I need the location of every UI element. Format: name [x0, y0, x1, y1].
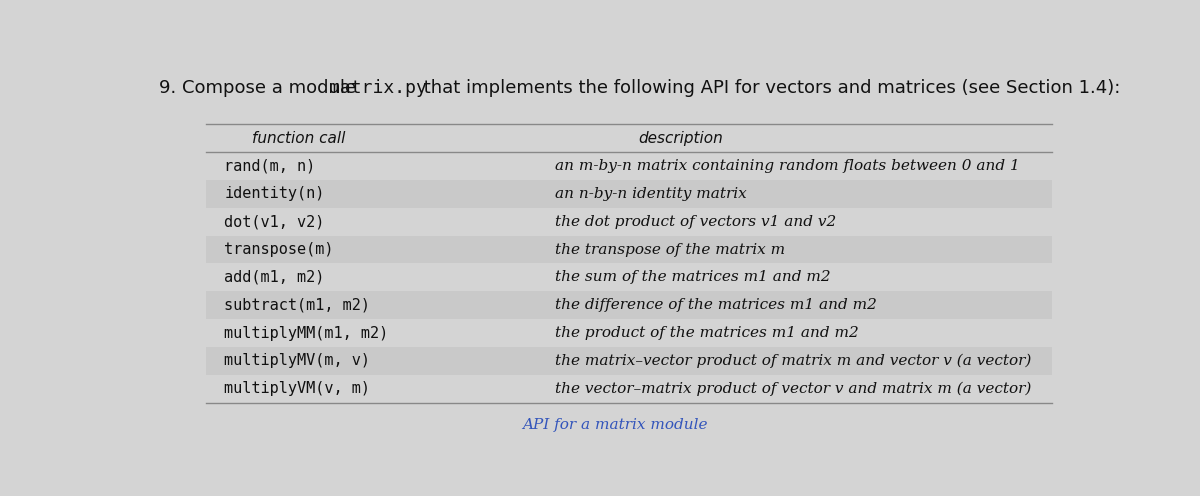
Text: an n-by-n identity matrix: an n-by-n identity matrix: [554, 187, 746, 201]
Text: transpose(m): transpose(m): [224, 242, 334, 257]
Text: subtract(m1, m2): subtract(m1, m2): [224, 298, 371, 312]
Text: the matrix–vector product of matrix m and vector v (a vector): the matrix–vector product of matrix m an…: [554, 354, 1031, 368]
Text: multiplyMV(m, v): multiplyMV(m, v): [224, 353, 371, 369]
Text: matrix.py: matrix.py: [329, 78, 426, 97]
Text: description: description: [638, 131, 722, 146]
Bar: [206, 375, 1052, 403]
Text: the difference of the matrices m1 and m2: the difference of the matrices m1 and m2: [554, 298, 876, 312]
Text: function call: function call: [252, 131, 346, 146]
Text: identity(n): identity(n): [224, 186, 325, 201]
Text: the vector–matrix product of vector v and matrix m (a vector): the vector–matrix product of vector v an…: [554, 381, 1031, 396]
Text: rand(m, n): rand(m, n): [224, 159, 316, 174]
Text: add(m1, m2): add(m1, m2): [224, 270, 325, 285]
Bar: [206, 152, 1052, 180]
Bar: [206, 263, 1052, 291]
Bar: [206, 319, 1052, 347]
Text: multiplyVM(v, m): multiplyVM(v, m): [224, 381, 371, 396]
Text: that implements the following API for vectors and matrices (see Section 1.4):: that implements the following API for ve…: [418, 78, 1121, 97]
Text: multiplyMM(m1, m2): multiplyMM(m1, m2): [224, 325, 389, 341]
Text: dot(v1, v2): dot(v1, v2): [224, 214, 325, 229]
Text: API for a matrix module: API for a matrix module: [522, 418, 708, 432]
Bar: [206, 208, 1052, 236]
Text: the transpose of the matrix m: the transpose of the matrix m: [554, 243, 785, 256]
Text: an m-by-n matrix containing random floats between 0 and 1: an m-by-n matrix containing random float…: [554, 159, 1019, 173]
Bar: [206, 236, 1052, 263]
Bar: [206, 291, 1052, 319]
Text: 9. Compose a module: 9. Compose a module: [160, 78, 362, 97]
Bar: [206, 347, 1052, 375]
Text: the product of the matrices m1 and m2: the product of the matrices m1 and m2: [554, 326, 858, 340]
Text: the dot product of vectors v1 and v2: the dot product of vectors v1 and v2: [554, 215, 835, 229]
Text: the sum of the matrices m1 and m2: the sum of the matrices m1 and m2: [554, 270, 830, 284]
Bar: [206, 180, 1052, 208]
